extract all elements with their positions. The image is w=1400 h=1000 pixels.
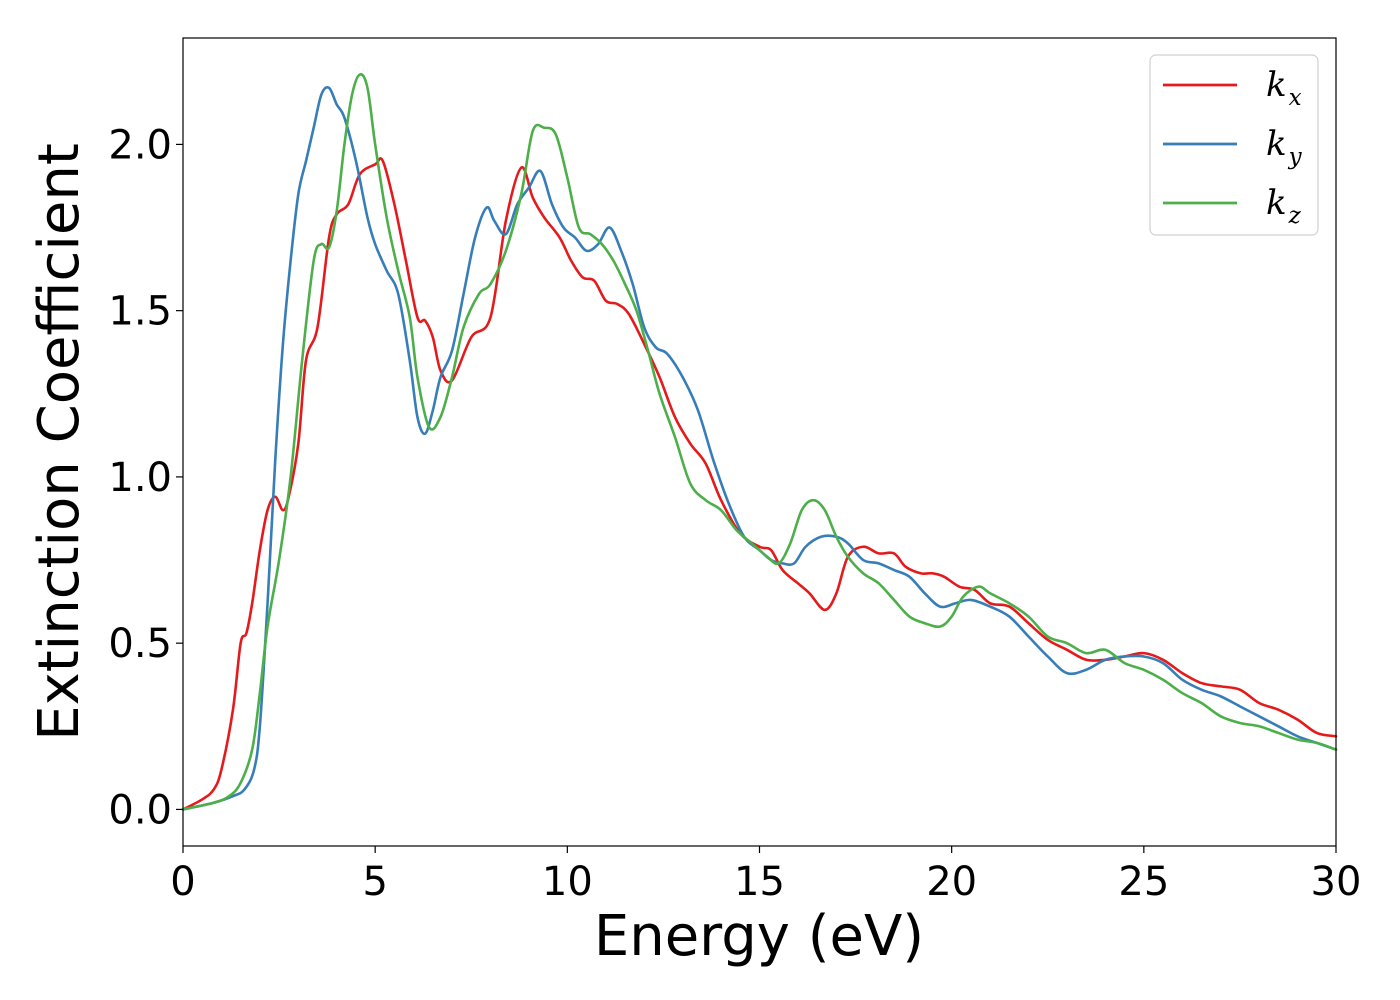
y-axis: 0.0 0.5 1.0 1.5 2.0 [108,122,183,833]
x-tick-label: 20 [926,859,977,905]
y-tick-label: 0.0 [108,787,172,833]
series-line-kz [181,73,1338,811]
x-tick-label: 10 [542,859,593,905]
x-tick-label: 30 [1311,859,1362,905]
series-line-kx [181,157,1338,811]
x-tick-label: 0 [170,859,195,905]
x-tick-label: 25 [1118,859,1169,905]
x-axis: 0 5 10 15 20 25 30 [170,846,1361,905]
y-axis-title: Extinction Coefficient [27,143,92,741]
x-tick-label: 5 [362,859,387,905]
y-tick-label: 1.5 [108,289,172,335]
plot-background [183,38,1336,846]
y-tick-label: 2.0 [108,122,172,168]
y-tick-label: 1.0 [108,455,172,501]
series-layer [181,73,1338,811]
x-tick-label: 15 [734,859,785,905]
series-line-ky [181,85,1338,811]
y-tick-label: 0.5 [108,621,172,667]
x-axis-title: Energy (eV) [594,904,924,969]
